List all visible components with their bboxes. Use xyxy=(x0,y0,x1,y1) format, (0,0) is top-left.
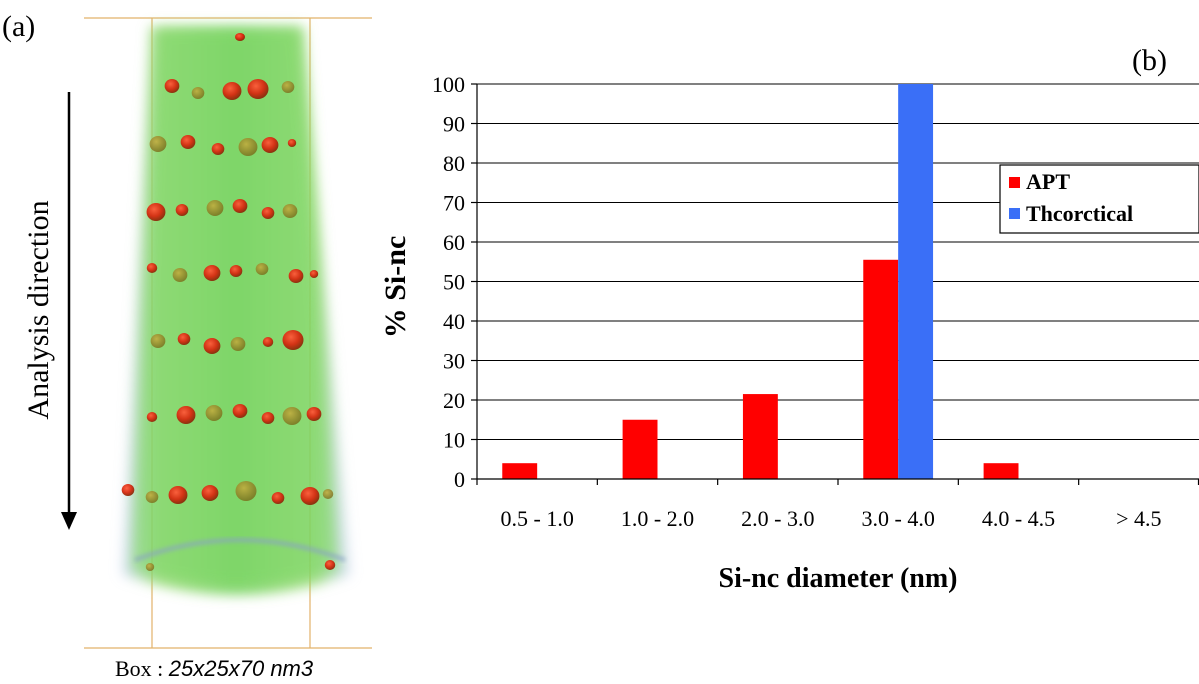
y-axis-label: % Si-nc xyxy=(379,236,412,339)
precipitate xyxy=(180,135,196,149)
si-nanocrystal-precipitates xyxy=(121,33,336,571)
panel-a-tomography: (a) Analysis direction Box : 25x25x70 nm… xyxy=(2,10,372,681)
y-tick-label: 30 xyxy=(443,349,465,374)
precipitate xyxy=(145,491,159,503)
precipitate xyxy=(282,204,298,218)
x-tick-label: 4.0 - 4.5 xyxy=(982,506,1055,531)
panel-b-label: (b) xyxy=(1132,44,1167,77)
precipitate xyxy=(121,484,135,496)
bar-apt-4 xyxy=(983,463,1019,479)
precipitate xyxy=(191,87,205,99)
precipitate xyxy=(201,485,219,501)
precipitate xyxy=(149,136,167,152)
y-tick-label: 60 xyxy=(443,230,465,255)
precipitate xyxy=(247,79,269,99)
precipitate xyxy=(282,330,304,350)
y-tick-label: 50 xyxy=(443,270,465,295)
precipitate xyxy=(255,263,269,275)
precipitate xyxy=(324,560,336,570)
legend-label-theoretical: Thcorctical xyxy=(1026,201,1133,226)
chart-legend: APT Thcorctical xyxy=(999,164,1199,234)
box-dimensions-value: 25x25x70 nm3 xyxy=(168,656,314,681)
precipitate xyxy=(322,489,334,499)
precipitate xyxy=(164,79,180,93)
y-tick-label: 80 xyxy=(443,151,465,176)
panel-b-histogram: (b) 0 10 20 30 40 50 60 70 80 90 100 0.5 - 1.0 1.0 … xyxy=(379,44,1199,594)
precipitate xyxy=(262,337,274,347)
precipitate xyxy=(238,138,258,156)
precipitate xyxy=(288,269,304,283)
precipitate xyxy=(306,407,322,421)
precipitate xyxy=(235,481,257,501)
precipitate xyxy=(146,203,166,221)
precipitate xyxy=(150,334,166,348)
precipitate xyxy=(232,404,248,418)
bar-apt-3 xyxy=(863,259,899,479)
precipitate xyxy=(205,405,223,421)
precipitate xyxy=(176,406,196,424)
x-axis-ticks: 0.5 - 1.0 1.0 - 2.0 2.0 - 3.0 3.0 - 4.0 4.0 … xyxy=(476,479,1199,531)
tomography-volume xyxy=(122,26,350,595)
bar-theoretical-3 xyxy=(898,84,934,479)
precipitate xyxy=(232,199,248,213)
panel-a-label: (a) xyxy=(2,10,35,43)
precipitate xyxy=(211,143,225,155)
precipitate xyxy=(222,82,242,100)
y-axis-ticks: 0 10 20 30 40 50 60 70 80 90 100 xyxy=(432,72,477,492)
precipitate xyxy=(172,268,188,282)
precipitate xyxy=(175,204,189,216)
precipitate xyxy=(206,200,224,216)
precipitate xyxy=(261,137,279,153)
legend-label-apt: APT xyxy=(1026,169,1070,194)
y-tick-label: 0 xyxy=(454,467,465,492)
precipitate xyxy=(287,139,297,147)
y-tick-label: 90 xyxy=(443,112,465,137)
precipitate xyxy=(203,338,221,354)
precipitate xyxy=(203,265,221,281)
precipitate xyxy=(145,563,155,571)
box-dimensions-prefix: Box : xyxy=(115,656,169,681)
bar-apt-0 xyxy=(502,463,538,479)
precipitate xyxy=(177,333,191,345)
y-tick-label: 10 xyxy=(443,428,465,453)
precipitate xyxy=(300,487,320,505)
y-tick-label: 70 xyxy=(443,191,465,216)
precipitate xyxy=(229,265,243,277)
x-axis-label: Si-nc diameter (nm) xyxy=(719,563,958,594)
bar-apt-2 xyxy=(742,394,778,479)
precipitate xyxy=(281,81,295,93)
precipitate xyxy=(261,207,275,219)
precipitate xyxy=(261,412,275,424)
x-tick-label: 2.0 - 3.0 xyxy=(741,506,814,531)
chart-bars xyxy=(502,84,1019,479)
precipitate xyxy=(168,486,188,504)
x-tick-label: 3.0 - 4.0 xyxy=(862,506,935,531)
y-tick-label: 40 xyxy=(443,309,465,334)
legend-swatch-apt xyxy=(1009,177,1020,188)
y-tick-label: 100 xyxy=(432,72,465,97)
precipitate xyxy=(235,33,245,41)
precipitate xyxy=(146,263,158,273)
precipitate xyxy=(271,492,285,504)
box-dimensions-caption: Box : 25x25x70 nm3 xyxy=(115,656,314,681)
x-tick-label: 1.0 - 2.0 xyxy=(621,506,694,531)
precipitate xyxy=(146,412,158,422)
precipitate xyxy=(230,337,246,351)
analysis-direction-arrow xyxy=(61,92,77,530)
precipitate xyxy=(282,407,302,425)
x-tick-label: 0.5 - 1.0 xyxy=(501,506,574,531)
legend-box xyxy=(999,164,1199,234)
legend-swatch-theoretical xyxy=(1009,208,1020,219)
analysis-direction-label: Analysis direction xyxy=(22,200,55,419)
bar-apt-1 xyxy=(622,419,658,479)
y-tick-label: 20 xyxy=(443,388,465,413)
chart-gridlines xyxy=(477,83,1199,480)
x-tick-label: > 4.5 xyxy=(1116,506,1161,531)
precipitate xyxy=(309,270,319,278)
